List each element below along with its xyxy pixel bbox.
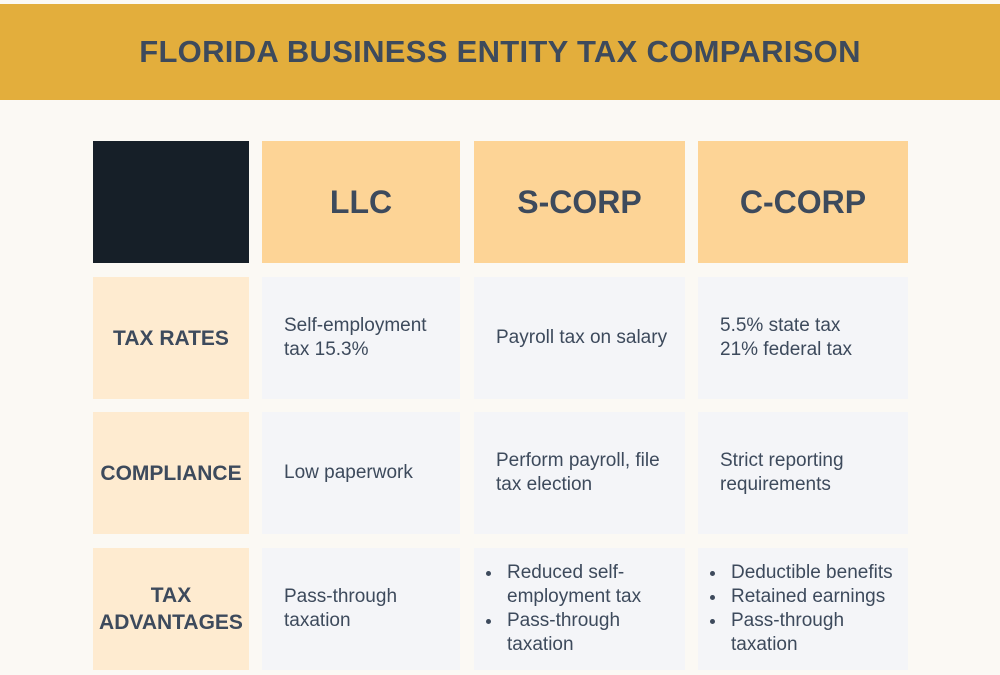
- bullet-list: Deductible benefitsRetained earningsPass…: [712, 561, 898, 657]
- row-header: COMPLIANCE: [93, 412, 249, 534]
- row-header: TAX ADVANTAGES: [93, 548, 249, 670]
- cell-line: 21% federal tax: [720, 339, 853, 360]
- bullet-item: Reduced self-employment tax: [503, 561, 675, 609]
- row-header: TAX RATES: [93, 277, 249, 399]
- title-banner: FLORIDA BUSINESS ENTITY TAX COMPARISON: [0, 4, 1000, 100]
- table-cell: 5.5% state tax 21% federal tax: [698, 277, 908, 399]
- column-header-c-corp: C-CORP: [698, 141, 908, 263]
- table-cell: Perform payroll, file tax election: [474, 412, 685, 534]
- cell-text: Low paperwork: [284, 462, 413, 483]
- table-cell: Deductible benefitsRetained earningsPass…: [698, 548, 908, 670]
- cell-text: Strict reporting requirements: [720, 450, 844, 495]
- bullet-item: Pass-through taxation: [727, 609, 898, 657]
- table-corner: [93, 141, 249, 263]
- table-cell: Payroll tax on salary: [474, 277, 685, 399]
- cell-text: Pass-through taxation: [284, 586, 398, 631]
- table-cell: Low paperwork: [262, 412, 460, 534]
- bullet-item: Retained earnings: [727, 585, 898, 609]
- cell-line: 5.5% state tax: [720, 315, 841, 336]
- bullet-item: Pass-through taxation: [503, 609, 675, 657]
- cell-text: Perform payroll, file tax election: [496, 450, 660, 495]
- table-cell: Reduced self-employment taxPass-through …: [474, 548, 685, 670]
- table-cell: Strict reporting requirements: [698, 412, 908, 534]
- bullet-list: Reduced self-employment taxPass-through …: [488, 561, 675, 657]
- bullet-item: Deductible benefits: [727, 561, 898, 585]
- cell-text: Payroll tax on salary: [496, 327, 668, 348]
- cell-text: Self-employment tax 15.3%: [284, 315, 427, 360]
- table-cell: Pass-through taxation: [262, 548, 460, 670]
- column-header-s-corp: S-CORP: [474, 141, 685, 263]
- page-title: FLORIDA BUSINESS ENTITY TAX COMPARISON: [139, 34, 861, 69]
- table-cell: Self-employment tax 15.3%: [262, 277, 460, 399]
- column-header-llc: LLC: [262, 141, 460, 263]
